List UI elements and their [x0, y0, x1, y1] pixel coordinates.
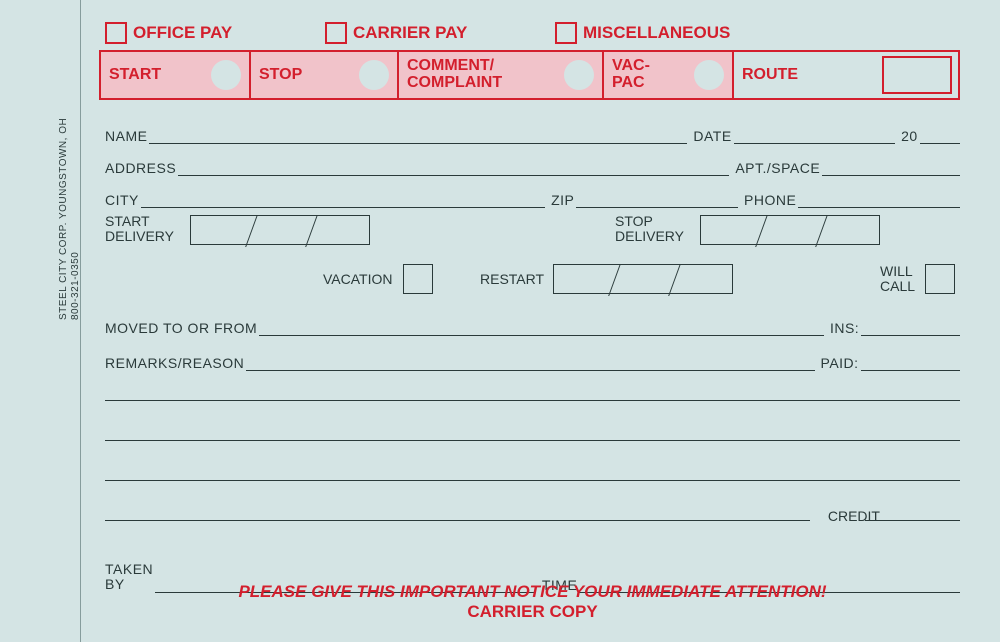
date-input-line[interactable] [734, 130, 895, 144]
divider-icon [668, 264, 710, 296]
stop-label: STOP [259, 67, 302, 84]
remarks-label: REMARKS/REASON [105, 355, 244, 371]
vacpac-label: VAC- PAC [612, 58, 650, 92]
route-cell: ROUTE [734, 52, 958, 98]
ins-label: INS: [830, 320, 859, 336]
vacpac-cell[interactable]: VAC- PAC [604, 52, 734, 98]
vacation-row: VACATION RESTART WILL CALL [105, 262, 960, 302]
will-call-checkbox[interactable] [925, 264, 955, 294]
name-row: NAME DATE 20 [105, 128, 960, 144]
divider-icon [305, 215, 347, 247]
misc-group[interactable]: MISCELLANEOUS [555, 22, 775, 44]
will-call-label: WILL CALL [880, 264, 915, 295]
apt-label: APT./SPACE [735, 160, 820, 176]
address-input-line[interactable] [178, 162, 729, 176]
office-pay-group[interactable]: OFFICE PAY [105, 22, 325, 44]
date-label: DATE [693, 128, 731, 144]
office-pay-label: OFFICE PAY [133, 23, 232, 43]
phone-input-line[interactable] [798, 194, 960, 208]
side-phone: 800-321-0350 [70, 252, 81, 320]
misc-label: MISCELLANEOUS [583, 23, 730, 43]
stop-delivery-box[interactable] [700, 215, 880, 245]
pay-type-row: OFFICE PAY CARRIER PAY MISCELLANEOUS [105, 22, 960, 44]
name-label: NAME [105, 128, 147, 144]
paid-input-line[interactable] [861, 357, 960, 371]
comment-cell[interactable]: COMMENT/ COMPLAINT [399, 52, 604, 98]
phone-label: PHONE [744, 192, 796, 208]
vacpac-punch-circle[interactable] [694, 60, 724, 90]
comment-label: COMMENT/ COMPLAINT [407, 58, 502, 92]
remarks-input-line[interactable] [246, 357, 814, 371]
carrier-pay-label: CARRIER PAY [353, 23, 467, 43]
remarks-line-3[interactable] [105, 440, 960, 441]
moved-label: MOVED TO OR FROM [105, 320, 257, 336]
start-punch-circle[interactable] [211, 60, 241, 90]
side-company: STEEL CITY CORP. YOUNGSTOWN, OH [58, 118, 69, 320]
divider-icon [608, 264, 650, 296]
apt-input-line[interactable] [822, 162, 960, 176]
remarks-line-4[interactable] [105, 480, 960, 481]
city-label: CITY [105, 192, 139, 208]
city-input-line[interactable] [141, 194, 545, 208]
ins-input-line[interactable] [861, 322, 960, 336]
remarks-line-2[interactable] [105, 400, 960, 401]
carrier-pay-checkbox[interactable] [325, 22, 347, 44]
moved-row: MOVED TO OR FROM INS: [105, 320, 960, 336]
attention-notice: PLEASE GIVE THIS IMPORTANT NOTICE YOUR I… [85, 582, 980, 602]
address-row: ADDRESS APT./SPACE [105, 160, 960, 176]
divider-icon [245, 215, 287, 247]
paid-label: PAID: [821, 355, 859, 371]
perforation-line [80, 0, 81, 642]
moved-input-line[interactable] [259, 322, 824, 336]
start-delivery-box[interactable] [190, 215, 370, 245]
name-input-line[interactable] [149, 130, 687, 144]
carrier-pay-group[interactable]: CARRIER PAY [325, 22, 555, 44]
route-input-box[interactable] [882, 56, 952, 94]
stop-punch-circle[interactable] [359, 60, 389, 90]
misc-checkbox[interactable] [555, 22, 577, 44]
year-input-line[interactable] [920, 130, 960, 144]
restart-box[interactable] [553, 264, 733, 294]
divider-icon [815, 215, 857, 247]
form-sheet: OFFICE PAY CARRIER PAY MISCELLANEOUS STA… [85, 0, 980, 642]
remarks-row: REMARKS/REASON PAID: [105, 355, 960, 371]
comment-punch-circle[interactable] [564, 60, 594, 90]
vacation-checkbox[interactable] [403, 264, 433, 294]
start-cell[interactable]: START [101, 52, 251, 98]
credit-label: CREDIT [828, 508, 880, 524]
start-label: START [109, 67, 161, 84]
zip-label: ZIP [551, 192, 574, 208]
office-pay-checkbox[interactable] [105, 22, 127, 44]
restart-label: RESTART [480, 272, 544, 287]
route-label: ROUTE [742, 67, 798, 84]
vacation-label: VACATION [323, 272, 393, 287]
stop-delivery-label: STOP DELIVERY [615, 214, 684, 245]
category-bar: START STOP COMMENT/ COMPLAINT VAC- PAC R… [99, 50, 960, 100]
city-row: CITY ZIP PHONE [105, 192, 960, 208]
address-label: ADDRESS [105, 160, 176, 176]
copy-label: CARRIER COPY [85, 602, 980, 622]
remarks-line-5[interactable] [105, 520, 810, 521]
stop-cell[interactable]: STOP [251, 52, 399, 98]
century-label: 20 [901, 128, 918, 144]
credit-input-line[interactable] [865, 520, 960, 521]
zip-input-line[interactable] [576, 194, 738, 208]
start-delivery-label: START DELIVERY [105, 214, 174, 245]
divider-icon [755, 215, 797, 247]
delivery-dates-row: START DELIVERY STOP DELIVERY [105, 212, 960, 252]
